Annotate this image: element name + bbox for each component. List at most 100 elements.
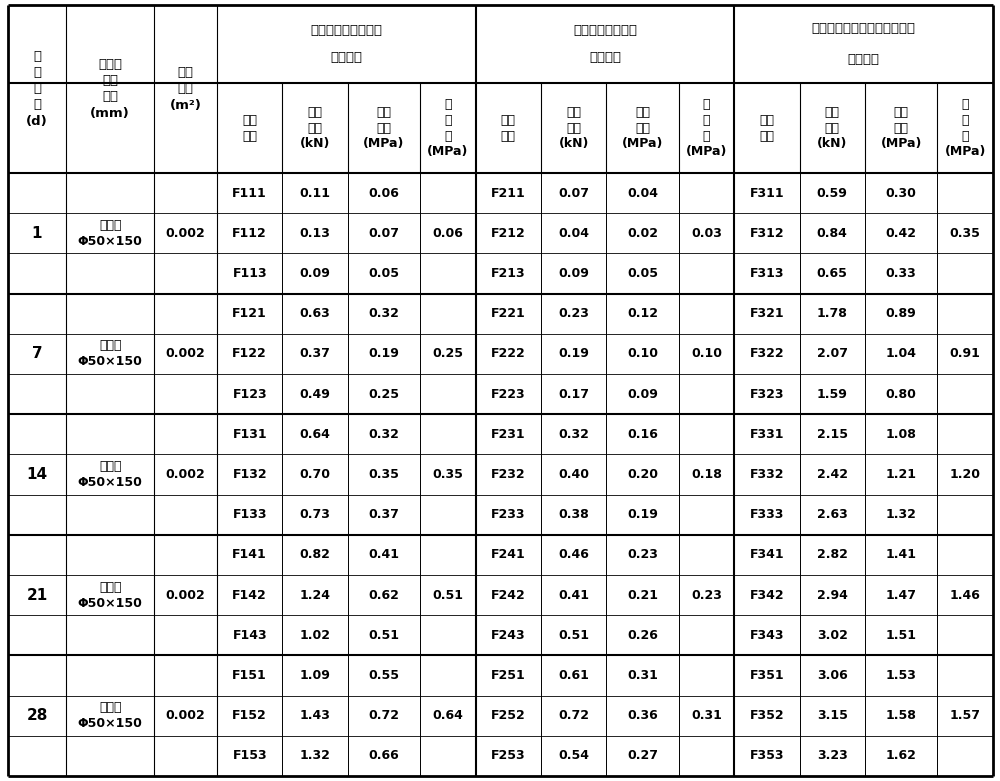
Text: 0.13: 0.13	[300, 226, 330, 240]
Text: 0.002: 0.002	[166, 226, 206, 240]
Text: 0.07: 0.07	[368, 226, 399, 240]
Text: F112: F112	[232, 226, 267, 240]
Text: 1.78: 1.78	[817, 307, 848, 320]
Text: F311: F311	[750, 187, 784, 200]
Text: 0.63: 0.63	[300, 307, 330, 320]
Text: 0.18: 0.18	[691, 468, 722, 481]
Text: F341: F341	[750, 548, 784, 562]
Text: 张拉
载荷
(kN): 张拉 载荷 (kN)	[558, 105, 589, 151]
Text: 0.80: 0.80	[886, 387, 917, 401]
Text: 1.46: 1.46	[950, 589, 981, 601]
Text: 0.19: 0.19	[368, 348, 399, 360]
Text: F142: F142	[232, 589, 267, 601]
Text: 0.04: 0.04	[627, 187, 658, 200]
Text: 0.35: 0.35	[432, 468, 463, 481]
Text: F313: F313	[750, 267, 784, 280]
Text: 0.51: 0.51	[432, 589, 463, 601]
Text: 0.89: 0.89	[886, 307, 917, 320]
Text: 0.66: 0.66	[368, 750, 399, 762]
Text: 3.23: 3.23	[817, 750, 848, 762]
Text: 0.51: 0.51	[558, 629, 589, 642]
Text: 1.08: 1.08	[886, 428, 917, 440]
Text: 0.65: 0.65	[817, 267, 848, 280]
Text: 喷射混凝土１与煤: 喷射混凝土１与煤	[573, 24, 637, 37]
Text: F123: F123	[232, 387, 267, 401]
Text: 试块形
状及
尺寸
(mm): 试块形 状及 尺寸 (mm)	[90, 59, 130, 119]
Text: 0.64: 0.64	[432, 709, 463, 722]
Text: 2.42: 2.42	[817, 468, 848, 481]
Text: F132: F132	[232, 468, 267, 481]
Text: 3.15: 3.15	[817, 709, 848, 722]
Text: 0.91: 0.91	[950, 348, 981, 360]
Text: F343: F343	[750, 629, 784, 642]
Text: 0.12: 0.12	[627, 307, 658, 320]
Text: F213: F213	[491, 267, 526, 280]
Text: F122: F122	[232, 348, 267, 360]
Text: F322: F322	[750, 348, 784, 360]
Text: 0.002: 0.002	[166, 709, 206, 722]
Text: 0.19: 0.19	[627, 508, 658, 521]
Text: 0.46: 0.46	[558, 548, 589, 562]
Text: F351: F351	[750, 669, 784, 682]
Text: 3.06: 3.06	[817, 669, 848, 682]
Text: F251: F251	[491, 669, 526, 682]
Text: F231: F231	[491, 428, 526, 440]
Text: F151: F151	[232, 669, 267, 682]
Text: 0.84: 0.84	[817, 226, 848, 240]
Text: 2.07: 2.07	[817, 348, 848, 360]
Text: 0.26: 0.26	[627, 629, 658, 642]
Text: 养
护
龄
期
(d): 养 护 龄 期 (d)	[26, 51, 48, 127]
Text: F141: F141	[232, 548, 267, 562]
Text: F352: F352	[750, 709, 784, 722]
Text: F323: F323	[750, 387, 784, 401]
Text: F152: F152	[232, 709, 267, 722]
Text: 0.32: 0.32	[558, 428, 589, 440]
Text: 0.002: 0.002	[166, 589, 206, 601]
Text: 0.31: 0.31	[627, 669, 658, 682]
Text: 0.19: 0.19	[558, 348, 589, 360]
Text: F253: F253	[491, 750, 526, 762]
Text: F143: F143	[232, 629, 267, 642]
Text: 1.21: 1.21	[886, 468, 917, 481]
Text: 0.16: 0.16	[627, 428, 658, 440]
Text: 试块
编号: 试块 编号	[501, 113, 516, 142]
Text: F342: F342	[750, 589, 784, 601]
Text: 圆柱体
Φ50×150: 圆柱体 Φ50×150	[78, 701, 143, 730]
Text: 0.82: 0.82	[300, 548, 330, 562]
Text: F222: F222	[491, 348, 526, 360]
Text: 2.94: 2.94	[817, 589, 848, 601]
Text: 喷射混凝土１与岩石: 喷射混凝土１与岩石	[310, 24, 382, 37]
Text: 1.58: 1.58	[886, 709, 917, 722]
Text: 0.25: 0.25	[432, 348, 463, 360]
Text: 7: 7	[32, 347, 42, 362]
Text: 1.41: 1.41	[886, 548, 917, 562]
Text: 平
均
值
(MPa): 平 均 值 (MPa)	[427, 98, 469, 159]
Text: 粘结强度: 粘结强度	[589, 51, 621, 64]
Text: 0.06: 0.06	[432, 226, 463, 240]
Text: 0.25: 0.25	[368, 387, 399, 401]
Text: 断裂
面积
(m²): 断裂 面积 (m²)	[170, 66, 202, 112]
Text: 圆柱体
Φ50×150: 圆柱体 Φ50×150	[78, 219, 143, 248]
Text: 0.30: 0.30	[886, 187, 917, 200]
Text: 0.23: 0.23	[627, 548, 658, 562]
Text: 0.05: 0.05	[368, 267, 399, 280]
Text: F121: F121	[232, 307, 267, 320]
Text: 0.002: 0.002	[166, 468, 206, 481]
Text: 1.43: 1.43	[300, 709, 330, 722]
Text: 0.09: 0.09	[558, 267, 589, 280]
Text: 0.37: 0.37	[368, 508, 399, 521]
Text: 1.62: 1.62	[886, 750, 917, 762]
Text: F233: F233	[491, 508, 526, 521]
Text: F353: F353	[750, 750, 784, 762]
Text: 粘结
强度
(MPa): 粘结 强度 (MPa)	[363, 105, 405, 151]
Text: 3.02: 3.02	[817, 629, 848, 642]
Text: F252: F252	[491, 709, 526, 722]
Text: 平
均
值
(MPa): 平 均 值 (MPa)	[686, 98, 727, 159]
Text: 1.32: 1.32	[886, 508, 917, 521]
Text: 0.03: 0.03	[691, 226, 722, 240]
Text: 0.35: 0.35	[368, 468, 399, 481]
Text: F331: F331	[750, 428, 784, 440]
Text: 2.82: 2.82	[817, 548, 848, 562]
Text: 21: 21	[26, 587, 48, 603]
Text: F242: F242	[491, 589, 526, 601]
